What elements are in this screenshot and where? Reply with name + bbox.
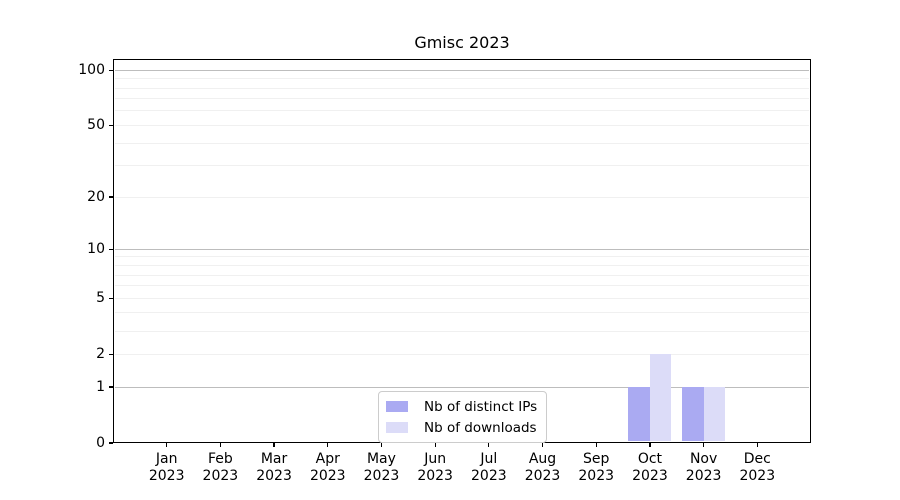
x-tick-year: 2023 [417, 468, 453, 484]
y-tick-mark [108, 248, 113, 250]
legend-item-downloads: Nb of downloads [386, 418, 537, 437]
gridline-minor [114, 87, 810, 89]
legend-swatch-distinct-ips [386, 401, 408, 412]
x-tick-mark [434, 443, 436, 447]
x-tick-label-oct: Oct 2023 [610, 451, 690, 485]
x-tick-year: 2023 [148, 468, 185, 484]
y-tick-label: 20 [87, 189, 105, 206]
x-tick-label-may: May 2023 [341, 451, 421, 485]
gridline-minor [114, 165, 810, 167]
x-tick-label-sep: Sep 2023 [556, 451, 636, 485]
y-tick-mark [108, 69, 113, 71]
gridline-minor [114, 312, 810, 314]
x-tick-year: 2023 [363, 468, 400, 484]
x-tick-mark [756, 443, 758, 447]
x-tick-year: 2023 [309, 468, 346, 484]
gridline-minor [114, 124, 810, 126]
x-tick-mark [166, 443, 168, 447]
x-tick-mark [595, 443, 597, 447]
bar-downloads-oct [649, 354, 672, 442]
bar-downloads-nov [703, 387, 726, 442]
x-tick-month: Mar [260, 451, 288, 467]
x-tick-year: 2023 [256, 468, 292, 484]
x-tick-mark [380, 443, 383, 447]
x-tick-label-apr: Apr 2023 [288, 451, 368, 485]
x-tick-month: Feb [207, 451, 233, 467]
bar-distinct-ips-nov [682, 387, 704, 442]
y-tick-mark [108, 297, 113, 299]
x-tick-month: Jun [424, 451, 447, 467]
y-tick-mark [108, 386, 113, 388]
chart-title: Gmisc 2023 [414, 33, 510, 52]
x-tick-month: Sep [583, 451, 610, 467]
x-tick-label-nov: Nov 2023 [664, 451, 744, 485]
x-tick-month: Nov [689, 451, 718, 467]
x-tick-label-jun: Jun 2023 [395, 451, 475, 485]
gridline-minor [114, 330, 810, 332]
legend-label-distinct-ips: Nb of distinct IPs [424, 398, 538, 415]
x-tick-mark [327, 443, 329, 447]
gridline-minor [114, 256, 810, 258]
legend-label-downloads: Nb of downloads [424, 419, 537, 436]
y-tick-mark [108, 353, 113, 355]
x-tick-year: 2023 [202, 468, 239, 484]
legend: Nb of distinct IPs Nb of downloads [378, 391, 548, 443]
x-tick-year: 2023 [685, 468, 722, 484]
plot-area [113, 59, 811, 443]
y-tick-mark [108, 124, 113, 127]
y-tick-mark [108, 442, 113, 444]
x-tick-year: 2023 [471, 468, 507, 484]
y-tick-label: 5 [96, 290, 105, 307]
gridline-major [114, 386, 810, 388]
x-tick-year: 2023 [524, 468, 561, 484]
bar-distinct-ips-oct [628, 387, 650, 442]
x-tick-mark [273, 443, 275, 447]
x-tick-month: Jan [155, 451, 178, 467]
x-tick-label-aug: Aug 2023 [503, 451, 583, 485]
x-tick-label-dec: Dec 2023 [717, 451, 797, 485]
x-tick-month: Aug [528, 451, 557, 467]
y-tick-label: 0 [96, 435, 105, 451]
x-tick-year: 2023 [578, 468, 615, 484]
x-tick-mark [541, 443, 544, 447]
x-tick-month: Jul [480, 451, 498, 467]
y-tick-label: 50 [87, 117, 105, 134]
x-tick-mark [488, 443, 490, 447]
x-tick-label-feb: Feb 2023 [180, 451, 260, 485]
y-tick-label: 100 [78, 62, 105, 79]
gridline-major [114, 69, 810, 71]
x-tick-label-mar: Mar 2023 [234, 451, 314, 485]
x-tick-mark [649, 443, 651, 447]
x-tick-month: Oct [637, 451, 663, 467]
x-tick-label-jul: Jul 2023 [449, 451, 529, 485]
gridline-minor [114, 78, 810, 80]
legend-swatch-downloads [386, 422, 408, 433]
gridline-minor [114, 142, 810, 144]
x-tick-year: 2023 [632, 468, 668, 484]
gridline-minor [114, 297, 810, 299]
gridline-minor [114, 353, 810, 355]
x-tick-mark [219, 443, 222, 447]
legend-item-distinct-ips: Nb of distinct IPs [386, 397, 537, 416]
x-tick-month: Apr [315, 451, 340, 467]
gridline-minor [114, 274, 810, 276]
x-tick-label-jan: Jan 2023 [127, 451, 207, 485]
x-tick-month: Dec [743, 451, 771, 467]
y-tick-mark [108, 196, 113, 198]
gridline-minor [114, 196, 810, 198]
x-tick-year: 2023 [739, 468, 776, 484]
gridline-minor [114, 265, 810, 266]
y-tick-label: 10 [87, 241, 105, 258]
y-tick-label: 1 [96, 379, 105, 395]
y-tick-label: 2 [96, 346, 105, 363]
gridline-minor [114, 98, 810, 100]
gridline-minor [114, 110, 810, 112]
gridline-minor [114, 285, 810, 287]
x-tick-mark [702, 443, 705, 447]
gridline-major [114, 248, 810, 250]
x-tick-month: May [366, 451, 396, 467]
